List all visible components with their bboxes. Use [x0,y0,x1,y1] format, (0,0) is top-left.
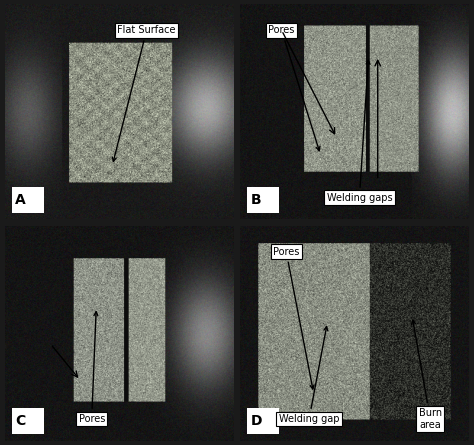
Text: Pores: Pores [79,312,105,424]
Text: D: D [251,414,262,428]
Text: C: C [16,414,26,428]
Text: Flat Surface: Flat Surface [112,25,176,162]
Text: Welding gaps: Welding gaps [327,61,392,203]
Text: Burn
area: Burn area [411,320,442,430]
Bar [11,187,44,213]
Bar [247,409,279,434]
Text: Pores: Pores [273,247,314,389]
Text: A: A [15,193,26,207]
Text: Pores: Pores [268,25,320,151]
Text: Welding gap: Welding gap [279,327,339,424]
Bar [247,187,279,213]
Text: B: B [251,193,262,207]
Bar [11,409,44,434]
